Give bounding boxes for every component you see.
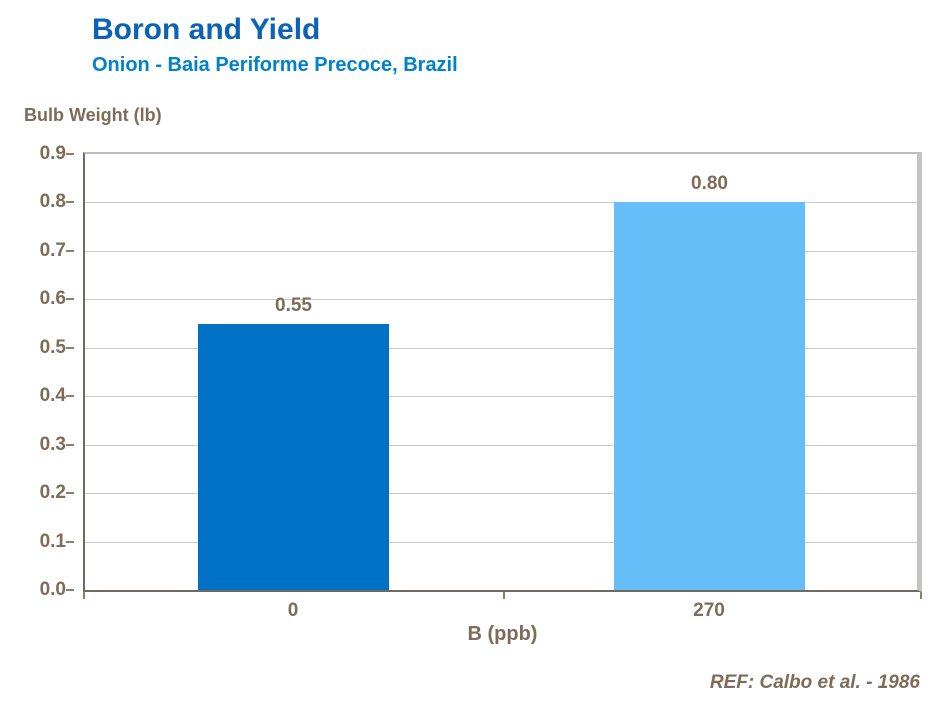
y-tick-mark — [66, 249, 74, 252]
y-tick-mark — [66, 395, 74, 398]
y-tick-label: 0.3 — [39, 433, 66, 455]
y-tick-label: 0.7 — [39, 239, 66, 261]
bar-value-label: 0.55 — [275, 295, 312, 316]
y-tick-mark — [66, 201, 74, 204]
gridline — [85, 493, 917, 495]
gridline — [85, 250, 917, 252]
y-tick-mark — [66, 153, 74, 155]
chart-subtitle: Onion - Baia Periforme Precoce, Brazil — [92, 54, 458, 76]
y-tick-label: 0.5 — [39, 336, 66, 358]
bar-value-label: 0.80 — [691, 173, 728, 194]
x-tick-label: 270 — [693, 600, 725, 621]
chart-title: Boron and Yield — [92, 13, 321, 46]
y-tick-label: 0.0 — [39, 579, 66, 600]
x-tick-mark — [920, 592, 922, 599]
y-tick-label: 0.9 — [39, 143, 66, 164]
gridline — [85, 299, 917, 301]
y-tick-mark — [66, 589, 74, 591]
y-tick-mark — [66, 540, 74, 543]
x-tick-mark — [83, 592, 85, 599]
y-tick-mark — [66, 443, 74, 446]
bar-270 — [614, 202, 805, 590]
y-tick-label: 0.8 — [39, 191, 66, 213]
x-tick-label: 0 — [287, 600, 299, 621]
reference-text: REF: Calbo et al. - 1986 — [709, 672, 920, 693]
y-tick-mark — [66, 298, 74, 301]
plot-area: 0.55 0.80 — [83, 152, 922, 592]
gridline — [85, 541, 917, 543]
x-tick-mark — [503, 592, 505, 599]
gridline — [85, 444, 917, 446]
x-axis-title: B (ppb) — [467, 623, 538, 645]
y-tick-mark — [66, 492, 74, 495]
bar-0 — [198, 324, 389, 590]
y-axis-title: Bulb Weight (lb) — [24, 105, 162, 125]
y-tick-label: 0.1 — [39, 530, 66, 552]
gridline — [85, 202, 917, 204]
y-tick-label: 0.2 — [39, 482, 66, 504]
y-tick-mark — [66, 346, 74, 349]
gridline — [85, 347, 917, 349]
y-axis-ticks: 0.0 0.1 0.2 0.3 0.4 0.5 0.6 0.7 0.8 0.9 — [0, 143, 74, 600]
x-axis-ticks: 0 270 — [83, 592, 922, 632]
y-tick-label: 0.4 — [39, 385, 66, 407]
y-tick-label: 0.6 — [39, 288, 66, 310]
gridline — [85, 396, 917, 398]
